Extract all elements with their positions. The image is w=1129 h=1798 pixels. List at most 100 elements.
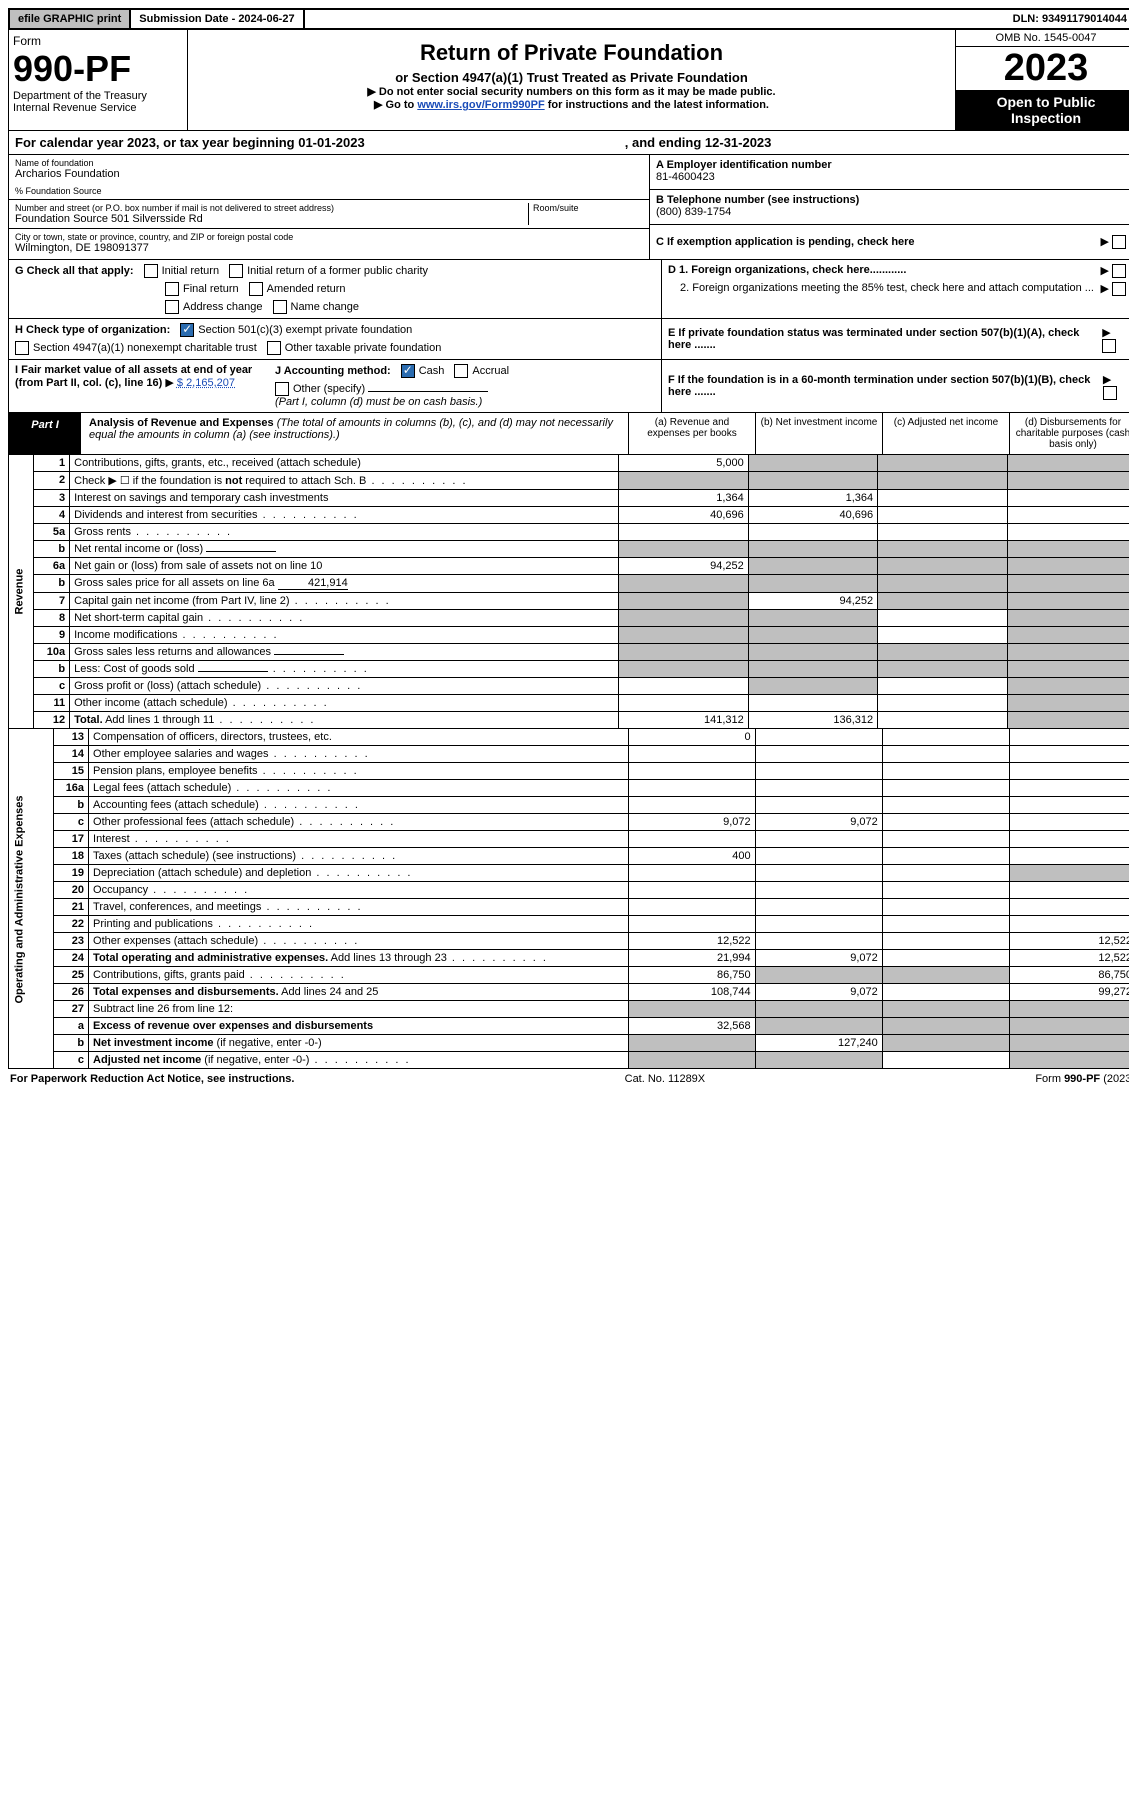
- row-num: 9: [34, 627, 70, 644]
- row-num: 22: [54, 916, 89, 933]
- row-desc: Check ▶ ☐ if the foundation is not requi…: [70, 472, 619, 490]
- cell: [748, 455, 877, 472]
- cell: [1007, 558, 1129, 575]
- cell: [878, 524, 1007, 541]
- g-address-checkbox[interactable]: [165, 300, 179, 314]
- row-desc: Other income (attach schedule): [70, 695, 619, 712]
- section-ij-f: I Fair market value of all assets at end…: [8, 360, 1129, 413]
- row-num: 5a: [34, 524, 70, 541]
- cell: [619, 644, 748, 661]
- cell: 9,072: [755, 814, 882, 831]
- efile-button[interactable]: efile GRAPHIC print: [10, 10, 131, 28]
- cell: [1007, 524, 1129, 541]
- row-desc: Depreciation (attach schedule) and deple…: [89, 865, 628, 882]
- col-c: (c) Adjusted net income: [882, 413, 1009, 454]
- h-501c3-checkbox[interactable]: [180, 323, 194, 337]
- cell: [748, 541, 877, 558]
- dept: Department of the Treasury: [13, 90, 183, 102]
- section-h-e: H Check type of organization: Section 50…: [8, 319, 1129, 360]
- cell: [882, 1035, 1009, 1052]
- row-desc: Legal fees (attach schedule): [89, 780, 628, 797]
- part1-label: Part I: [9, 413, 81, 454]
- g-final-checkbox[interactable]: [165, 282, 179, 296]
- exemption-checkbox[interactable]: [1112, 235, 1126, 249]
- j-other-checkbox[interactable]: [275, 382, 289, 396]
- cell: [1009, 1018, 1129, 1035]
- cell: [882, 916, 1009, 933]
- note-link: ▶ Go to www.irs.gov/Form990PF for instru…: [194, 98, 949, 111]
- row-num: b: [34, 661, 70, 678]
- row-desc: Compensation of officers, directors, tru…: [89, 729, 628, 746]
- cell: [1007, 472, 1129, 490]
- row-desc: Occupancy: [89, 882, 628, 899]
- cell: [1009, 746, 1129, 763]
- row-desc: Gross sales price for all assets on line…: [70, 575, 619, 593]
- note-ssn: ▶ Do not enter social security numbers o…: [194, 85, 949, 98]
- cell: [748, 524, 877, 541]
- cell: 136,312: [748, 712, 877, 729]
- cell: [619, 541, 748, 558]
- cell: [878, 541, 1007, 558]
- row-num: 3: [34, 490, 70, 507]
- row-num: 1: [34, 455, 70, 472]
- row-num: 15: [54, 763, 89, 780]
- cell: [755, 967, 882, 984]
- col-a: (a) Revenue and expenses per books: [628, 413, 755, 454]
- d1-checkbox[interactable]: [1112, 264, 1126, 278]
- row-desc: Net rental income or (loss): [70, 541, 619, 558]
- cell: [882, 814, 1009, 831]
- d2-checkbox[interactable]: [1112, 282, 1126, 296]
- cell: [882, 984, 1009, 1001]
- cell: [1009, 865, 1129, 882]
- j-cash-checkbox[interactable]: [401, 364, 415, 378]
- j-accrual-checkbox[interactable]: [454, 364, 468, 378]
- cell: [628, 916, 755, 933]
- cell: [755, 1018, 882, 1035]
- e-checkbox[interactable]: [1102, 339, 1116, 353]
- g-initial-checkbox[interactable]: [144, 264, 158, 278]
- city-label: City or town, state or province, country…: [15, 232, 643, 242]
- cell: [748, 610, 877, 627]
- row-desc: Other professional fees (attach schedule…: [89, 814, 628, 831]
- cell: 12,522: [628, 933, 755, 950]
- cell: 9,072: [628, 814, 755, 831]
- cell: [1007, 575, 1129, 593]
- irs-link[interactable]: www.irs.gov/Form990PF: [417, 99, 544, 111]
- top-bar: efile GRAPHIC print Submission Date - 20…: [8, 8, 1129, 30]
- section-g-d: G Check all that apply: Initial return I…: [8, 260, 1129, 319]
- fmv-link[interactable]: $ 2,165,207: [177, 377, 235, 389]
- row-num: b: [54, 797, 89, 814]
- name-label: Name of foundation: [15, 158, 643, 168]
- city: Wilmington, DE 198091377: [15, 242, 643, 254]
- g-amended-checkbox[interactable]: [249, 282, 263, 296]
- cell: [755, 729, 882, 746]
- h-other-checkbox[interactable]: [267, 341, 281, 355]
- row-num: 11: [34, 695, 70, 712]
- cell: [1009, 780, 1129, 797]
- cell: [878, 455, 1007, 472]
- cell: [1007, 490, 1129, 507]
- row-num: 24: [54, 950, 89, 967]
- room-label: Room/suite: [533, 203, 643, 213]
- cell: [755, 831, 882, 848]
- cell: [1007, 610, 1129, 627]
- cell: [878, 712, 1007, 729]
- form-number: 990-PF: [13, 48, 183, 90]
- cell: [755, 763, 882, 780]
- cell: [628, 882, 755, 899]
- cell: [619, 593, 748, 610]
- f-checkbox[interactable]: [1103, 386, 1117, 400]
- cell: [628, 763, 755, 780]
- e-label: E If private foundation status was termi…: [668, 327, 1102, 351]
- form-title: Return of Private Foundation: [194, 40, 949, 66]
- cell: [878, 627, 1007, 644]
- g-name-checkbox[interactable]: [273, 300, 287, 314]
- cell: [755, 848, 882, 865]
- ein: 81-4600423: [656, 171, 1129, 183]
- form-header: Form 990-PF Department of the Treasury I…: [8, 30, 1129, 131]
- cell: [1007, 455, 1129, 472]
- h-4947-checkbox[interactable]: [15, 341, 29, 355]
- pct-source: % Foundation Source: [15, 186, 643, 196]
- row-desc: Gross profit or (loss) (attach schedule): [70, 678, 619, 695]
- g-initial-public-checkbox[interactable]: [229, 264, 243, 278]
